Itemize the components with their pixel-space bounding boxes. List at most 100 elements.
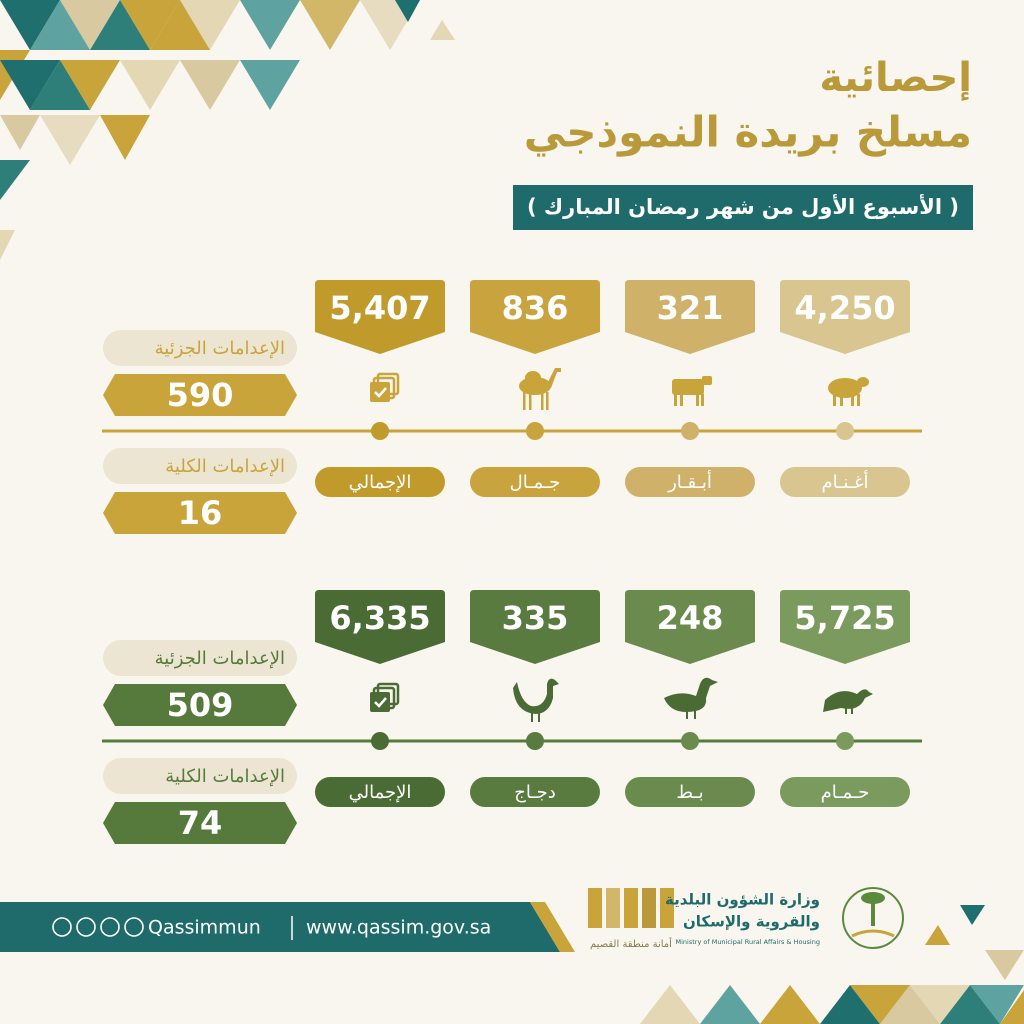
value: 6,335: [329, 599, 430, 637]
website[interactable]: www.qassim.gov.sa: [306, 917, 491, 939]
triangle: [0, 115, 40, 150]
value-badge: [315, 280, 445, 354]
value-badge: [625, 280, 755, 354]
emblem-palm-leaves: [861, 892, 885, 904]
triangle: [880, 985, 940, 1024]
side-value-box: [103, 374, 297, 416]
label-pill: [780, 467, 910, 497]
triangle: [90, 0, 150, 50]
value: 335: [502, 599, 569, 637]
side-label-pill: [103, 330, 297, 366]
triangle: [30, 60, 90, 110]
label-pill: [625, 777, 755, 807]
social-icon[interactable]: [76, 917, 96, 937]
triangle: [100, 115, 150, 160]
label: جـمـال: [510, 472, 561, 493]
label: بـط: [676, 782, 703, 803]
label-pill: [470, 467, 600, 497]
node: [681, 422, 699, 440]
logo-block: [588, 888, 602, 928]
label-pill: [780, 777, 910, 807]
icon-part: [840, 394, 843, 406]
social-icon[interactable]: [52, 917, 72, 937]
value-badge: [780, 280, 910, 354]
triangle: [0, 0, 60, 50]
icon-part: [541, 392, 544, 410]
side-value-box: [103, 492, 297, 534]
ministry-english: Ministry of Municipal Rural Affairs & Ho…: [676, 938, 820, 946]
icon-chicken: [513, 678, 559, 722]
footer-bar: [0, 902, 560, 952]
side-value: 74: [178, 804, 223, 842]
icon-part: [370, 692, 390, 712]
icon-part: [845, 708, 847, 714]
social-icon[interactable]: [124, 917, 144, 937]
icon-part: [823, 689, 873, 712]
triangle: [120, 0, 180, 50]
side-value: 16: [178, 494, 223, 532]
icon-part: [857, 377, 869, 387]
icon-part: [696, 394, 699, 406]
label: حـمـام: [821, 782, 870, 803]
triangle: [700, 985, 760, 1024]
title-line2: مسلخ بريدة النموذجي: [524, 108, 972, 158]
triangle: [430, 20, 455, 40]
value-badge: [470, 590, 600, 664]
triangle: [0, 160, 30, 200]
logo-block: [642, 888, 656, 928]
triangle: [240, 60, 300, 110]
social-handle[interactable]: Qassimmun: [148, 917, 261, 939]
label: دجـاج: [514, 782, 556, 803]
value-badge: [780, 590, 910, 664]
triangle: [180, 0, 240, 50]
triangle: [60, 0, 120, 50]
ministry-line2: والقروية والإسكان: [683, 913, 820, 931]
side-label-pill: [103, 448, 297, 484]
side-value-box: [103, 684, 297, 726]
label: أبـقـار: [667, 470, 712, 493]
ministry-emblem: [842, 887, 904, 949]
amana-name: أمانة منطقة القصيم: [590, 937, 672, 950]
value: 836: [502, 289, 569, 327]
icon-part: [538, 712, 540, 722]
icon-part: [674, 394, 677, 406]
footer-accent: [530, 902, 575, 952]
logo-block: [624, 888, 638, 928]
triangle: [120, 60, 180, 110]
icon-part: [828, 378, 862, 398]
label: الإجمالي: [349, 782, 412, 803]
icon-sheep: [828, 377, 869, 406]
ministry-line1: وزارة الشؤون البلدية: [665, 891, 820, 909]
triangle: [985, 950, 1024, 980]
decoration-top: [0, 0, 455, 260]
icon-part: [851, 394, 854, 406]
emblem-ring: [842, 887, 904, 949]
icon-part: [525, 371, 541, 385]
triangle: [640, 985, 700, 1024]
icon-part: [546, 392, 549, 410]
social-icons: [52, 917, 144, 937]
triangle: [0, 60, 60, 110]
side-value-box: [103, 802, 297, 844]
value-badge: [315, 590, 445, 664]
icon-part: [833, 394, 836, 406]
triangle: [180, 60, 240, 110]
logo-block: [606, 888, 620, 928]
triangle: [150, 0, 210, 50]
icon-part: [857, 394, 860, 406]
icon-part: [547, 368, 561, 388]
icon-part: [513, 678, 559, 714]
logo-block: [660, 888, 674, 928]
side-label: الإعدامات الجزئية: [155, 338, 285, 359]
triangle: [820, 985, 880, 1024]
social-icon[interactable]: [100, 917, 120, 937]
triangle: [300, 0, 360, 50]
icon-part: [851, 708, 853, 714]
side-value: 509: [167, 686, 234, 724]
icon-part: [702, 376, 712, 385]
side-label-pill: [103, 758, 297, 794]
triangle: [850, 985, 910, 1024]
icon-pigeon: [823, 689, 873, 714]
icon-total: [370, 372, 400, 402]
